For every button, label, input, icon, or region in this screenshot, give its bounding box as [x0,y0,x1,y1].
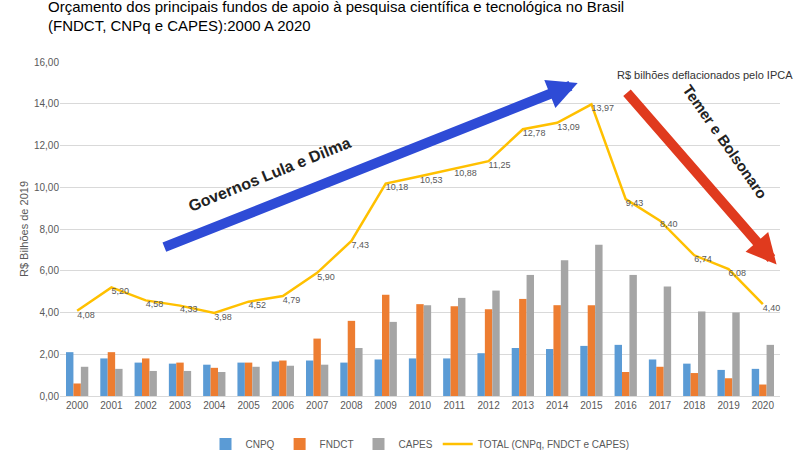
svg-text:13,09: 13,09 [557,122,580,132]
svg-text:0,00: 0,00 [40,391,60,402]
svg-text:3,98: 3,98 [214,312,232,322]
svg-text:8,40: 8,40 [660,219,678,229]
svg-text:R$ bilhões deflacionados pelo: R$ bilhões deflacionados pelo IPCA [617,69,793,81]
svg-text:Orçamento dos principais fundo: Orçamento dos principais fundos de apoio… [48,0,624,34]
svg-text:2011: 2011 [444,400,466,411]
svg-text:R$ Bilhões de 2019: R$ Bilhões de 2019 [18,181,30,277]
svg-text:4,58: 4,58 [146,299,164,309]
svg-text:10,53: 10,53 [420,175,443,185]
svg-text:2008: 2008 [340,400,363,411]
svg-text:2010: 2010 [409,400,432,411]
svg-text:2014: 2014 [546,400,569,411]
svg-text:2006: 2006 [272,400,295,411]
svg-text:2003: 2003 [169,400,192,411]
svg-text:2004: 2004 [203,400,226,411]
svg-text:12,78: 12,78 [523,128,546,138]
svg-text:2020: 2020 [752,400,775,411]
svg-text:6,74: 6,74 [694,254,712,264]
svg-text:2000: 2000 [66,400,89,411]
svg-text:2009: 2009 [375,400,398,411]
svg-text:6,08: 6,08 [729,268,747,278]
svg-text:2012: 2012 [477,400,500,411]
svg-text:2019: 2019 [717,400,740,411]
svg-text:2018: 2018 [683,400,706,411]
svg-text:9,43: 9,43 [626,198,644,208]
svg-text:10,18: 10,18 [386,182,409,192]
svg-text:2,00: 2,00 [40,349,60,360]
svg-text:2017: 2017 [649,400,672,411]
svg-text:10,00: 10,00 [34,182,59,193]
svg-text:4,00: 4,00 [40,307,60,318]
svg-text:4,08: 4,08 [77,310,95,320]
svg-text:7,43: 7,43 [351,240,369,250]
svg-text:6,00: 6,00 [40,265,60,276]
svg-text:5,90: 5,90 [317,272,335,282]
svg-text:TOTAL (CNPq, FNDCT e CAPES): TOTAL (CNPq, FNDCT e CAPES) [478,439,629,450]
svg-text:2016: 2016 [615,400,638,411]
svg-text:10,88: 10,88 [454,168,477,178]
svg-text:4,79: 4,79 [283,295,301,305]
svg-text:13,97: 13,97 [591,103,614,113]
svg-text:Governos Lula e Dilma: Governos Lula e Dilma [186,134,353,215]
svg-text:CAPES: CAPES [399,439,433,450]
svg-text:14,00: 14,00 [34,98,59,109]
svg-text:16,00: 16,00 [34,57,59,68]
svg-text:5,20: 5,20 [111,286,129,296]
svg-text:2015: 2015 [580,400,603,411]
svg-text:2005: 2005 [237,400,260,411]
svg-text:4,40: 4,40 [763,303,781,313]
svg-text:2001: 2001 [100,400,123,411]
svg-text:4,52: 4,52 [249,300,267,310]
svg-text:8,00: 8,00 [40,224,60,235]
svg-text:CNPQ: CNPQ [246,439,275,450]
svg-text:2013: 2013 [512,400,535,411]
svg-text:Temer e Bolsonaro: Temer e Bolsonaro [680,82,771,202]
svg-text:4,33: 4,33 [180,304,198,314]
svg-text:2007: 2007 [306,400,329,411]
svg-text:2002: 2002 [135,400,158,411]
svg-text:11,25: 11,25 [489,160,511,170]
svg-text:FNDCT: FNDCT [320,439,354,450]
svg-text:12,00: 12,00 [34,140,59,151]
